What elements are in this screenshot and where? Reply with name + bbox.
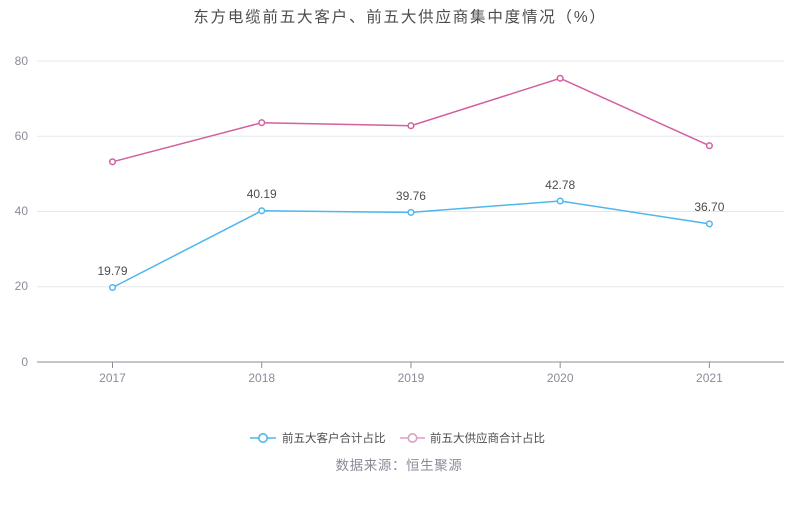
svg-text:19.79: 19.79 xyxy=(97,264,127,278)
svg-text:40.19: 40.19 xyxy=(247,187,277,201)
svg-text:40: 40 xyxy=(15,204,29,218)
svg-text:2017: 2017 xyxy=(99,371,126,385)
svg-text:前五大供应商合计占比: 前五大供应商合计占比 xyxy=(430,431,545,445)
svg-text:2020: 2020 xyxy=(547,371,574,385)
svg-text:39.76: 39.76 xyxy=(396,189,426,203)
svg-text:前五大客户合计占比: 前五大客户合计占比 xyxy=(282,431,386,445)
svg-text:2021: 2021 xyxy=(696,371,723,385)
svg-text:60: 60 xyxy=(15,129,29,143)
svg-text:数据来源：恒生聚源: 数据来源：恒生聚源 xyxy=(336,458,463,473)
svg-text:42.78: 42.78 xyxy=(545,178,575,192)
svg-text:36.70: 36.70 xyxy=(694,200,724,214)
svg-text:0: 0 xyxy=(21,355,28,369)
svg-text:2018: 2018 xyxy=(248,371,275,385)
svg-text:2019: 2019 xyxy=(398,371,425,385)
svg-text:80: 80 xyxy=(15,54,29,68)
svg-text:20: 20 xyxy=(15,279,29,293)
